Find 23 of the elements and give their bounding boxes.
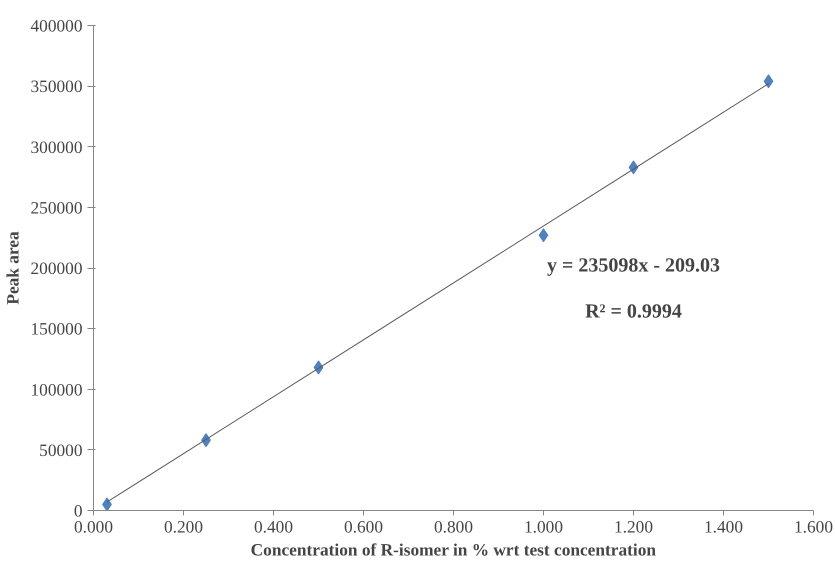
x-tick-label: 0.000	[74, 518, 114, 536]
y-tick-label: 50000	[39, 440, 83, 460]
x-tick-label: 0.600	[344, 518, 384, 536]
point	[102, 497, 112, 510]
y-tick-label: 100000	[30, 380, 82, 400]
y-axis-title: Peak area	[4, 231, 23, 305]
x-tick-label: 0.800	[434, 518, 474, 536]
y-tick-label: 400000	[30, 16, 82, 36]
y-tick-label: 250000	[30, 198, 82, 218]
x-tick-label: 1.600	[794, 518, 834, 536]
x-tick-label: 1.000	[524, 518, 564, 536]
x-tick-label: 0.200	[164, 518, 204, 536]
x-tick-label: 1.200	[614, 518, 654, 536]
y-tick-label: 350000	[30, 77, 82, 96]
x-axis-title: Concentration of R-isomer in % wrt test concentration	[250, 540, 656, 560]
y-tick-label: 200000	[30, 259, 82, 278]
annotation: R² = 0.9994	[585, 300, 682, 323]
x-tick-label: 0.400	[254, 518, 294, 536]
annotation: y = 235098x - 209.03	[546, 254, 720, 276]
x-tick-label: 1.400	[704, 518, 744, 536]
y-tick-label: 300000	[30, 138, 82, 157]
y-tick-label: 0	[74, 502, 83, 520]
y-tick-label: 150000	[30, 320, 82, 339]
